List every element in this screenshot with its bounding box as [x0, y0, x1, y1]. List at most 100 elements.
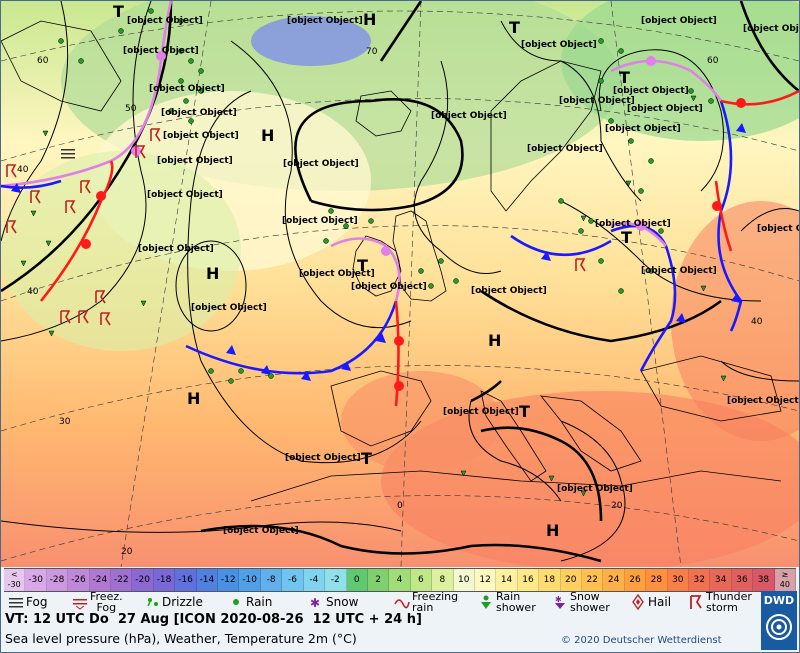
rain-icon: [228, 594, 244, 610]
scale-cell: 24: [603, 569, 625, 591]
coastline-north-africa: [250, 470, 782, 502]
coastline-balkans: [540, 395, 642, 472]
center-low: T: [619, 68, 630, 87]
thunderstorm-icon: [688, 594, 704, 610]
isobar-label: [object Object]: [527, 144, 603, 154]
cold-front-russia: [717, 100, 743, 332]
svg-text:✱: ✱: [310, 596, 320, 610]
warm-front-west: [39, 160, 114, 302]
legend-item-thunderstorm: Thunder storm: [688, 591, 752, 613]
dwd-logo-text: DWD: [763, 594, 795, 607]
valid-time: VT: 12 UTC Do 27 Aug [ICON 2020-08-26 12…: [5, 612, 422, 627]
isobar-label: [object Object]: [287, 16, 363, 26]
legend-label: Hail: [648, 594, 672, 609]
fog-symbols: [61, 149, 75, 159]
warm-front-russia: [720, 89, 799, 106]
scale-cell: 12: [474, 569, 497, 591]
hail-icon: [630, 593, 646, 611]
isobar-label: [object Object]: [605, 124, 681, 134]
scale-cell: -30: [25, 569, 47, 591]
coastline-iceland: [355, 90, 412, 137]
cold-front-baltic: [510, 234, 612, 257]
legend-item-freezing-fog: Freez. Fog: [72, 591, 123, 613]
center-high: H: [488, 331, 501, 350]
legend-label: Freezing rain: [412, 590, 459, 614]
legend-label: Rain: [246, 594, 273, 609]
legend-label: Snow: [326, 594, 359, 609]
scale-cell: -14: [196, 569, 219, 591]
isobar-label: [object Object]: [757, 224, 799, 234]
isobar-label: [object Object]: [641, 266, 717, 276]
scale-cell: 0: [346, 569, 368, 591]
scale-cell: -6: [282, 569, 304, 591]
coastline-scandinavia: [490, 60, 602, 212]
scale-cell: < -30: [4, 569, 26, 591]
isobar-label: [object Object]: [123, 46, 199, 56]
isobar-label: [object Object]: [299, 269, 375, 279]
scale-cell: 2: [367, 569, 390, 591]
isobar-label: [object Object]: [559, 96, 635, 106]
center-low: T: [519, 402, 530, 421]
cool-zone-west: [1, 151, 241, 351]
latitude-label: 70: [366, 47, 378, 57]
coastlines: [1, 20, 782, 502]
isobar-label: [object Object]: [282, 216, 358, 226]
fog-icon: [8, 594, 24, 610]
center-low: T: [113, 2, 124, 21]
isobar-label: [object Object]: [138, 244, 214, 254]
snow-shower-icon: ✱: [552, 594, 568, 610]
coastline-black-sea: [640, 355, 782, 422]
isobar-label: [object Object]: [191, 303, 267, 313]
isobar-label: [object Object]: [351, 282, 427, 292]
scale-cell: 10: [453, 569, 475, 591]
scale-cell: 26: [624, 569, 647, 591]
isobar-label: [object Object]: [161, 108, 237, 118]
occluded-front-scandinavia: [610, 59, 723, 102]
warm-front-east: [714, 180, 733, 252]
scale-cell: -2: [325, 569, 347, 591]
copyright: © 2020 Deutscher Wetterdienst: [561, 635, 722, 646]
scale-cell: ≥ 40 °C: [774, 569, 797, 591]
isobar-label: [object Object]: [521, 40, 597, 50]
graticule-labels: 60 50 40 70 60 40 30 20 0 20 40: [17, 47, 763, 557]
scale-cell: -22: [111, 569, 133, 591]
scale-cell: -4: [303, 569, 326, 591]
scale-cell: 32: [689, 569, 711, 591]
scale-cell: -8: [260, 569, 283, 591]
warm-front-biscay: [394, 300, 400, 407]
cold-front-west-segment: [1, 179, 62, 189]
occluded-front-west: [1, 1, 173, 188]
pressure-centers: T H H H H H H T T T T T T: [113, 2, 632, 540]
isobar-labels: [object Object] [object Object] [object …: [123, 16, 799, 536]
scale-cell: 28: [646, 569, 668, 591]
isobar-label: [object Object]: [627, 104, 703, 114]
isobar-label: [object Object]: [743, 24, 799, 34]
legend-item-drizzle: Drizzle: [144, 591, 203, 613]
longitude-label: 40: [751, 317, 763, 327]
scale-cell: 36: [731, 569, 754, 591]
temperature-color-scale: < -30 -30 -28 -26 -24 -22 -20 -18 -16 -14 -12 -10 -8…: [4, 568, 797, 592]
latitude-label: 20: [121, 547, 133, 557]
front-symbols: [11, 51, 746, 391]
legend-item-fog: Fog: [8, 591, 47, 613]
scale-cell: 6: [410, 569, 433, 591]
scale-cell: -10: [239, 569, 261, 591]
center-low: T: [621, 228, 632, 247]
coastline-italy: [480, 390, 547, 482]
scale-cell: 20: [560, 569, 582, 591]
legend-item-rain-shower: Rain shower: [478, 591, 536, 613]
legend-label: Fog: [26, 594, 48, 609]
coastline-greenland: [1, 20, 122, 112]
coastline-ireland: [352, 235, 402, 297]
latitude-label: 60: [707, 56, 719, 66]
latitude-label: 40: [17, 165, 29, 175]
isobar-label: [object Object]: [443, 407, 519, 417]
isobar-label: [object Object]: [727, 396, 799, 406]
legend-label: Drizzle: [162, 594, 203, 609]
legend-label: Freez. Fog: [90, 590, 123, 614]
scale-cell: 4: [389, 569, 411, 591]
isobar-label: [object Object]: [557, 484, 633, 494]
coastline-britain: [392, 210, 447, 302]
cold-front-atlantic: [185, 300, 398, 375]
weather-legend: Fog Freez. Fog Drizzle Rain ✱ Snow Freez…: [4, 591, 794, 613]
